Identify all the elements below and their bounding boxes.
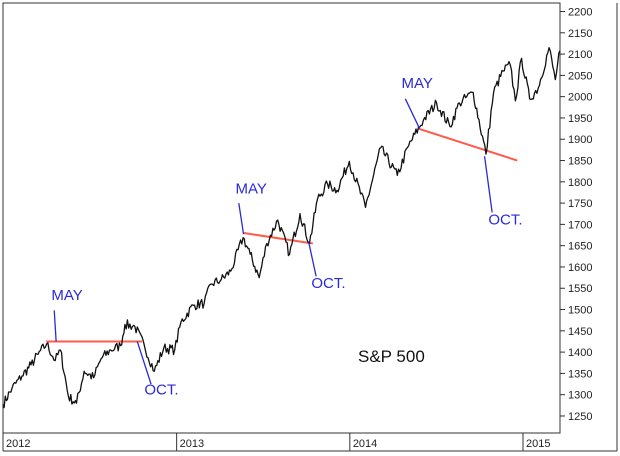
annotations: MAY OCT. MAY OCT. MAY OCT.	[51, 75, 522, 399]
annotation-pointer	[404, 98, 421, 129]
annotation-label: OCT.	[488, 211, 522, 228]
annotation-pointer	[238, 203, 245, 235]
x-tick-label: 2013	[180, 438, 204, 450]
trend-lines	[46, 127, 518, 343]
annotation-pointer	[307, 241, 317, 277]
y-tick-label: 1900	[568, 134, 592, 146]
trend-line	[242, 231, 313, 245]
annotation-label: MAY	[51, 287, 82, 304]
x-tick-label: 2015	[526, 438, 550, 450]
y-tick-label: 1250	[568, 411, 592, 423]
y-tick-label: 1950	[568, 113, 592, 125]
y-tick-label: 2150	[568, 28, 592, 40]
y-tick-label: 2100	[568, 49, 592, 61]
y-tick-label: 1750	[568, 198, 592, 210]
x-tick-label: 2014	[353, 438, 377, 450]
annotation-label: OCT.	[144, 382, 178, 399]
annotation-pointer	[483, 156, 493, 213]
y-tick-label: 1850	[568, 156, 592, 168]
y-tick-label: 1300	[568, 390, 592, 402]
y-tick-label: 1700	[568, 219, 592, 231]
annotation-pointer	[136, 341, 152, 385]
y-tick-label: 1450	[568, 326, 592, 338]
y-tick-label: 1400	[568, 347, 592, 359]
chart-title: S&P 500	[358, 347, 425, 366]
annotation-pointer	[53, 310, 57, 342]
y-tick-label: 1650	[568, 241, 592, 253]
y-tick-label: 1600	[568, 262, 592, 274]
y-tick-label: 2200	[568, 7, 592, 19]
y-tick-label: 2050	[568, 70, 592, 82]
series-line	[2, 47, 561, 409]
x-tick-label: 2012	[6, 438, 30, 450]
trend-line	[417, 127, 518, 162]
x-axis: 2012 2013 2014 2015	[2, 433, 550, 451]
y-tick-label: 1800	[568, 177, 592, 189]
y-tick-label: 1500	[568, 305, 592, 317]
y-axis: 1250 1300 1350 1400 1450 1500 1550 1600 1650 1700…	[560, 7, 592, 423]
y-tick-label: 1550	[568, 283, 592, 295]
annotation-label: MAY	[235, 181, 266, 198]
annotation-label: OCT.	[311, 275, 345, 292]
y-tick-label: 2000	[568, 92, 592, 104]
plot-border	[2, 2, 561, 434]
price-series	[2, 47, 561, 409]
y-tick-label: 1350	[568, 368, 592, 380]
annotation-label: MAY	[402, 75, 433, 92]
